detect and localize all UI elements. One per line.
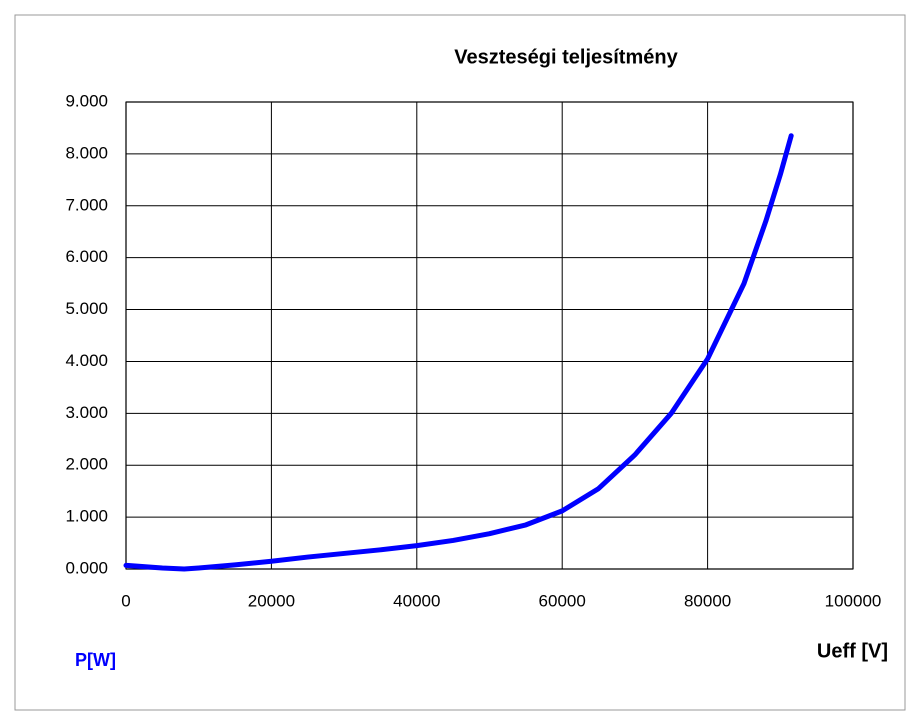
x-tick-label: 100000 — [825, 591, 882, 610]
x-tick-label: 0 — [121, 591, 130, 610]
y-tick-label: 9.000 — [65, 91, 108, 110]
y-tick-label: 7.000 — [65, 195, 108, 214]
y-tick-label: 8.000 — [65, 143, 108, 162]
y-tick-label: 2.000 — [65, 455, 108, 474]
y-tick-label: 3.000 — [65, 403, 108, 422]
y-tick-label: 1.000 — [65, 507, 108, 526]
x-axis-label: Ueff [V] — [817, 640, 888, 662]
chart-title: Veszteségi teljesítmény — [454, 46, 678, 68]
plot-area — [125, 101, 854, 570]
y-axis-label: P[W] — [75, 650, 116, 670]
y-tick-label: 0.000 — [65, 558, 108, 577]
y-tick-label: 6.000 — [65, 247, 108, 266]
x-tick-label: 40000 — [393, 591, 440, 610]
y-tick-label: 4.000 — [65, 351, 108, 370]
x-tick-label: 80000 — [684, 591, 731, 610]
y-tick-label: 5.000 — [65, 299, 108, 318]
data-line — [123, 133, 794, 572]
x-tick-label: 60000 — [539, 591, 586, 610]
x-tick-label: 20000 — [248, 591, 295, 610]
